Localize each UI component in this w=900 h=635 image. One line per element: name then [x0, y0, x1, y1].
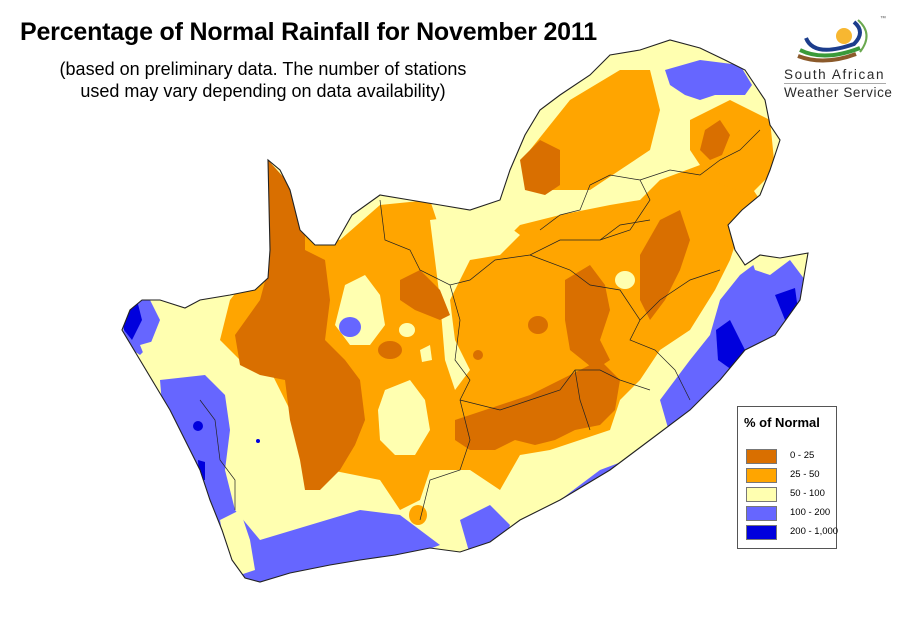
legend-swatch [746, 487, 777, 502]
rainfall-fields [122, 40, 808, 582]
legend: % of Normal 0 - 25 25 - 50 50 - 100 100 … [737, 406, 839, 549]
fields-50-100-islands [235, 215, 635, 470]
legend-swatch [746, 468, 777, 483]
map-subtitle: (based on preliminary data. The number o… [28, 58, 498, 102]
legend-swatch [746, 449, 777, 464]
legend-title: % of Normal [744, 415, 820, 430]
fields-0-25 [235, 120, 730, 490]
province-borders [199, 129, 761, 521]
legend-label: 25 - 50 [790, 469, 820, 480]
saws-logo: ™ South African Weather Service [784, 14, 892, 104]
subtitle-line-1: (based on preliminary data. The number o… [59, 59, 467, 79]
legend-label: 50 - 100 [790, 488, 825, 499]
legend-label: 100 - 200 [790, 507, 831, 518]
logo-rule [784, 83, 886, 84]
logo-line-1: South African [784, 67, 886, 82]
map-title: Percentage of Normal Rainfall for Novemb… [20, 18, 597, 46]
subtitle-line-2: used may vary depending on data availabi… [80, 81, 446, 101]
logo-trademark: ™ [880, 16, 886, 22]
legend-swatch [746, 525, 777, 540]
legend-label: 200 - 1,000 [790, 526, 839, 537]
logo-line-2: Weather Service [784, 85, 893, 100]
legend-label: 0 - 25 [790, 450, 815, 461]
legend-swatch [746, 506, 777, 521]
logo-swoosh-icon [797, 19, 868, 63]
